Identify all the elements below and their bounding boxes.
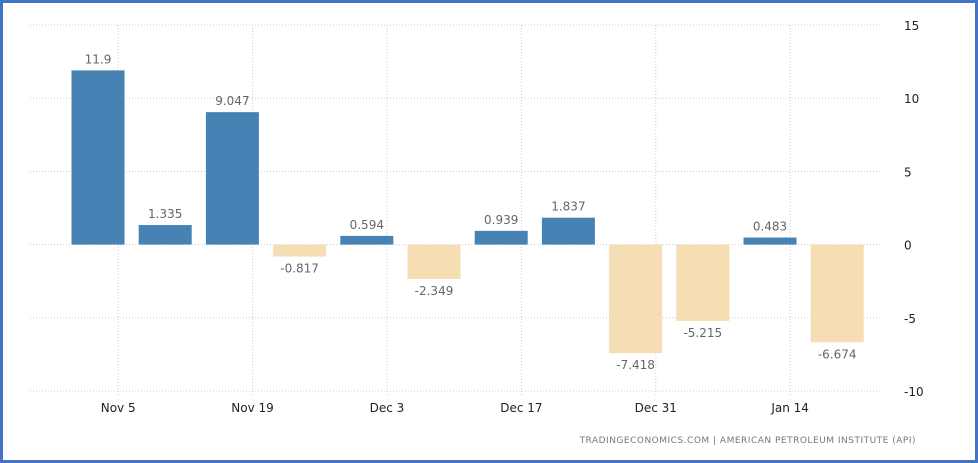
data-label: 0.939 (484, 213, 518, 227)
y-tick-label: -5 (904, 312, 916, 326)
data-label: -6.674 (818, 347, 857, 361)
x-tick-label: Dec 31 (635, 401, 677, 415)
data-label: 9.047 (215, 94, 249, 108)
data-label: 1.837 (551, 200, 585, 214)
data-label: 1.335 (148, 207, 182, 221)
x-tick-label: Nov 5 (101, 401, 136, 415)
data-label: 0.594 (350, 218, 384, 232)
x-tick-label: Dec 3 (370, 401, 405, 415)
data-label: 11.9 (85, 52, 112, 66)
bar (407, 244, 461, 279)
y-tick-label: 5 (904, 165, 912, 179)
data-label: -5.215 (683, 326, 722, 340)
data-label: 0.483 (753, 220, 787, 234)
bar (676, 244, 730, 321)
source-credit: TRADINGECONOMICS.COM | AMERICAN PETROLEU… (579, 436, 916, 446)
bar (609, 244, 663, 354)
bar (810, 244, 864, 343)
bar (474, 230, 528, 245)
x-tick-label: Jan 14 (770, 401, 809, 415)
bar (71, 70, 125, 245)
bar (541, 217, 595, 245)
x-tick-label: Dec 17 (500, 401, 542, 415)
bar (273, 244, 327, 257)
y-tick-label: -10 (904, 385, 924, 399)
data-label: -0.817 (280, 262, 319, 276)
data-label: -7.418 (616, 358, 655, 372)
bar (743, 237, 797, 245)
bar (340, 235, 394, 245)
x-tick-label: Nov 19 (231, 401, 274, 415)
y-tick-label: 0 (904, 239, 912, 253)
y-tick-label: 15 (904, 19, 919, 33)
data-label: -2.349 (415, 284, 454, 298)
y-tick-label: 10 (904, 92, 919, 106)
bar (205, 112, 259, 245)
bar (138, 225, 192, 245)
